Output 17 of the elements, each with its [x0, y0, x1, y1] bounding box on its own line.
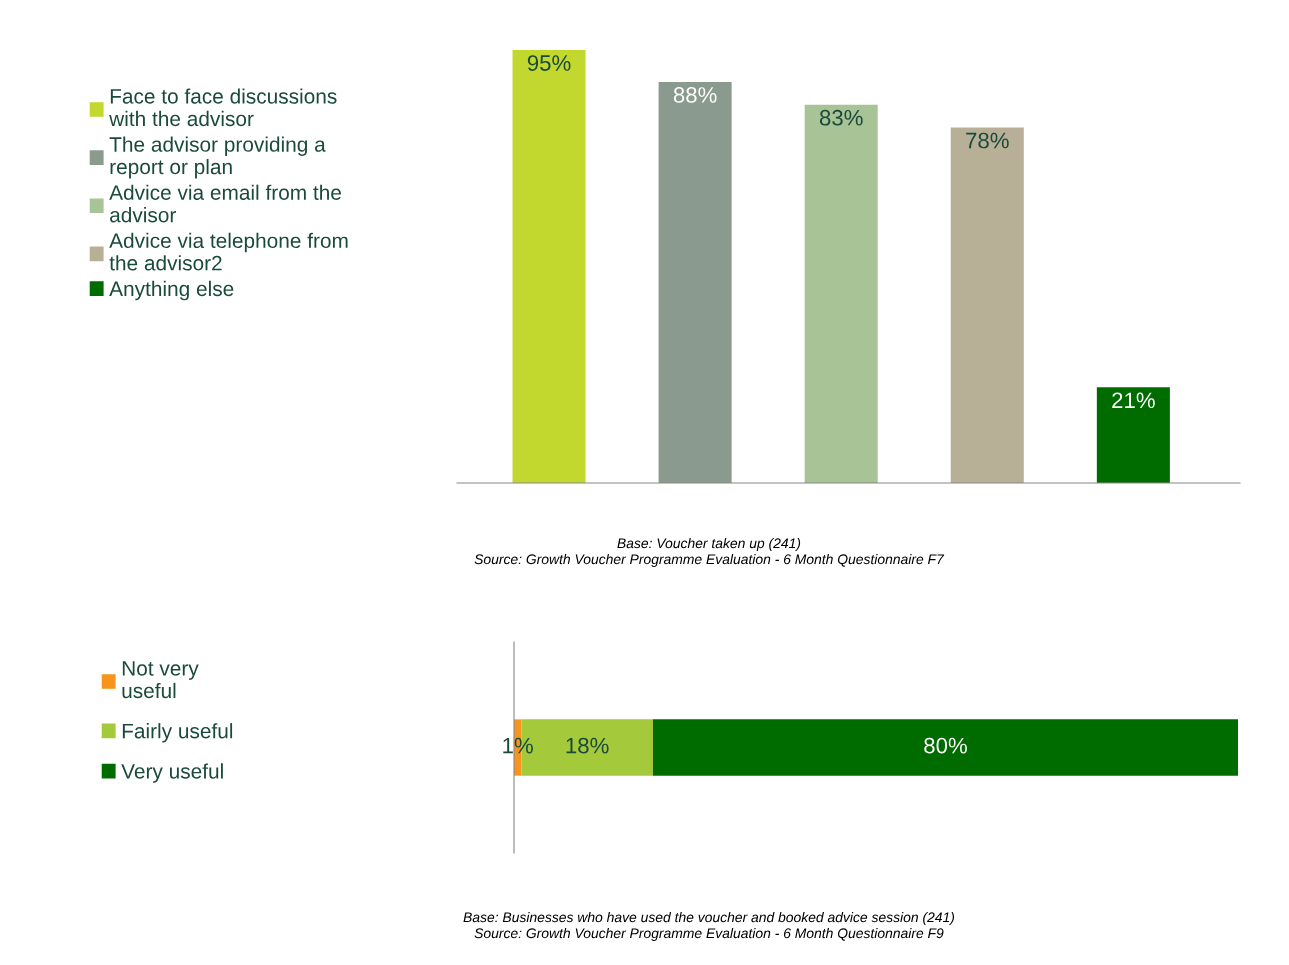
legend-label: Anything else [109, 280, 234, 301]
legend-label: Advice via telephone from the advisor2 [109, 232, 348, 271]
text: Base: Voucher taken up (241) Source: Growth Voucher Programme Evaluation - 6 Month Questionnaire F7 [474, 538, 945, 567]
data-label: 88% [673, 87, 717, 103]
data-label: 78% [966, 132, 1009, 149]
legend-label: Face to face discussions with the advisor [109, 88, 337, 127]
data-label: 80% [924, 737, 967, 754]
legend-label: Advice via email from the advisor [109, 184, 341, 223]
legend-label: The advisor providing a report or plan [109, 136, 326, 179]
data-label: 18% [566, 737, 609, 754]
data-label: 83% [819, 109, 863, 126]
text: Base: Businesses who have used the voucher and booked advice session (241) Source: Growth Voucher Programme Evaluation - 6 Month Questionnaire F9 [463, 912, 955, 941]
legend-label: Fairly useful [122, 723, 233, 743]
legend-label: Not very useful [122, 661, 199, 699]
legend-label: Very useful [121, 763, 223, 783]
data-label: 21% [1112, 392, 1155, 409]
data-label: 95% [527, 55, 571, 71]
